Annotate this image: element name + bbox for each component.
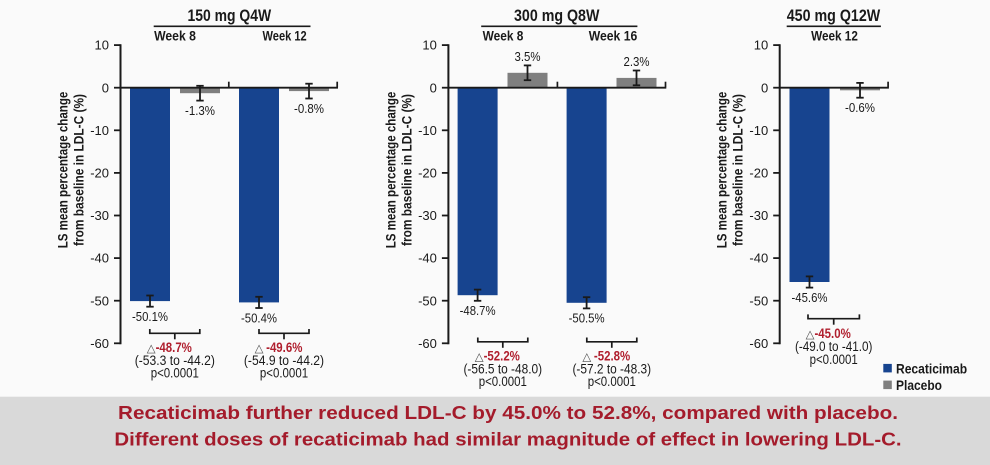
svg-text:10: 10 bbox=[754, 38, 768, 53]
svg-text:3.5%: 3.5% bbox=[515, 49, 541, 64]
svg-text:(-57.2 to -48.3): (-57.2 to -48.3) bbox=[572, 361, 651, 376]
svg-text:-50.1%: -50.1% bbox=[132, 309, 168, 324]
svg-text:-40: -40 bbox=[749, 251, 768, 266]
svg-text:Different doses of recaticimab: Different doses of recaticimab had simil… bbox=[114, 429, 901, 449]
svg-text:(-56.5 to -48.0): (-56.5 to -48.0) bbox=[463, 361, 542, 376]
svg-text:p<0.0001: p<0.0001 bbox=[260, 366, 308, 381]
svg-text:-10: -10 bbox=[749, 123, 768, 138]
svg-text:-1.3%: -1.3% bbox=[185, 103, 215, 118]
svg-text:10: 10 bbox=[422, 38, 436, 53]
svg-text:△ -52.8%: △ -52.8% bbox=[582, 349, 630, 364]
svg-text:p<0.0001: p<0.0001 bbox=[151, 366, 199, 381]
svg-text:△-48.7%: △-48.7% bbox=[147, 340, 192, 355]
svg-text:0: 0 bbox=[430, 80, 437, 95]
svg-text:Week 12: Week 12 bbox=[811, 27, 858, 43]
svg-text:-50: -50 bbox=[749, 293, 768, 308]
svg-text:-50: -50 bbox=[418, 293, 437, 308]
svg-text:-0.8%: -0.8% bbox=[294, 101, 324, 116]
svg-text:-20: -20 bbox=[418, 166, 437, 181]
svg-text:Week 16: Week 16 bbox=[589, 27, 638, 43]
svg-text:0: 0 bbox=[761, 80, 768, 95]
svg-text:-50.5%: -50.5% bbox=[569, 311, 605, 326]
svg-text:Week 8: Week 8 bbox=[154, 27, 196, 43]
svg-text:-60: -60 bbox=[749, 336, 768, 351]
svg-text:450 mg Q12W: 450 mg Q12W bbox=[787, 7, 881, 25]
svg-text:-60: -60 bbox=[418, 336, 437, 351]
svg-text:10: 10 bbox=[95, 38, 109, 53]
svg-text:LS mean percentage changefrom: LS mean percentage changefrom baseline i… bbox=[383, 91, 414, 248]
svg-text:-0.6%: -0.6% bbox=[845, 100, 875, 115]
svg-text:-60: -60 bbox=[90, 336, 109, 351]
svg-text:p<0.0001: p<0.0001 bbox=[810, 352, 858, 367]
svg-text:Recaticimab: Recaticimab bbox=[896, 361, 967, 377]
svg-text:0: 0 bbox=[102, 80, 109, 95]
svg-text:LS mean percentage changefrom: LS mean percentage changefrom baseline i… bbox=[715, 91, 746, 248]
svg-text:△-52.2%: △-52.2% bbox=[475, 349, 520, 364]
svg-text:(-54.9 to -44.2): (-54.9 to -44.2) bbox=[244, 353, 324, 368]
svg-text:-50.4%: -50.4% bbox=[241, 310, 277, 325]
svg-text:2.3%: 2.3% bbox=[624, 54, 650, 69]
svg-text:Week 12: Week 12 bbox=[263, 27, 307, 43]
svg-text:-20: -20 bbox=[749, 166, 768, 181]
svg-text:-20: -20 bbox=[90, 166, 109, 181]
svg-text:-30: -30 bbox=[749, 208, 768, 223]
svg-text:△ -49.6%: △ -49.6% bbox=[255, 340, 303, 355]
svg-text:p<0.0001: p<0.0001 bbox=[479, 374, 527, 389]
svg-text:LS mean percentage changefrom: LS mean percentage changefrom baseline i… bbox=[56, 91, 87, 248]
svg-text:Week 8: Week 8 bbox=[483, 27, 524, 43]
svg-text:(-49.0 to -41.0): (-49.0 to -41.0) bbox=[795, 339, 873, 354]
svg-text:-10: -10 bbox=[90, 123, 109, 138]
svg-text:-40: -40 bbox=[418, 251, 437, 266]
svg-text:(-53.3 to -44.2): (-53.3 to -44.2) bbox=[135, 353, 215, 368]
svg-text:-30: -30 bbox=[90, 208, 109, 223]
svg-text:-40: -40 bbox=[90, 251, 109, 266]
svg-text:-30: -30 bbox=[418, 208, 437, 223]
svg-text:Placebo: Placebo bbox=[896, 377, 942, 393]
svg-text:150 mg Q4W: 150 mg Q4W bbox=[188, 7, 272, 25]
svg-text:Recaticimab further reduced LD: Recaticimab further reduced LDL-C by 45.… bbox=[118, 403, 898, 423]
svg-text:△-45.0%: △-45.0% bbox=[806, 326, 851, 341]
svg-text:p<0.0001: p<0.0001 bbox=[588, 374, 636, 389]
svg-text:-10: -10 bbox=[418, 123, 437, 138]
svg-text:-48.7%: -48.7% bbox=[460, 303, 496, 318]
svg-text:-50: -50 bbox=[90, 293, 109, 308]
svg-text:-45.6%: -45.6% bbox=[792, 290, 828, 305]
svg-text:300 mg Q8W: 300 mg Q8W bbox=[514, 7, 600, 25]
